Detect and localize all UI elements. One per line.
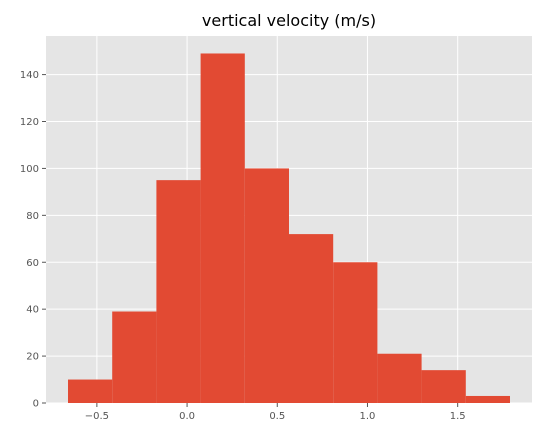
histogram-bar <box>465 395 510 403</box>
histogram-bar <box>289 234 334 403</box>
histogram-bars <box>68 53 510 403</box>
histogram-bar <box>244 168 289 403</box>
y-tick-label: 0 <box>33 399 39 410</box>
histogram-bar <box>421 370 466 403</box>
histogram-bar <box>156 180 201 403</box>
histogram-bar <box>333 262 378 403</box>
histogram-bar <box>200 53 245 403</box>
y-tick-label: 100 <box>20 164 39 175</box>
y-tick-label: 60 <box>26 258 39 269</box>
x-tick-label: 0.5 <box>269 411 285 422</box>
x-axis-ticks: −0.5 0.0 0.5 1.0 1.5 <box>85 403 466 422</box>
histogram-bar <box>68 379 113 403</box>
histogram-bar <box>377 353 422 403</box>
histogram-bar <box>112 311 157 403</box>
x-tick-label: 1.0 <box>360 411 376 422</box>
chart-title: vertical velocity (m/s) <box>202 11 376 30</box>
x-tick-label: 0.0 <box>179 411 195 422</box>
y-tick-label: 140 <box>20 70 39 81</box>
x-tick-label: 1.5 <box>450 411 466 422</box>
y-tick-label: 40 <box>26 305 39 316</box>
y-tick-label: 80 <box>26 211 39 222</box>
y-tick-label: 120 <box>20 117 39 128</box>
y-axis-ticks: 0 20 40 60 80 100 120 140 <box>20 70 46 410</box>
x-tick-label: −0.5 <box>85 411 109 422</box>
y-tick-label: 20 <box>26 352 39 363</box>
